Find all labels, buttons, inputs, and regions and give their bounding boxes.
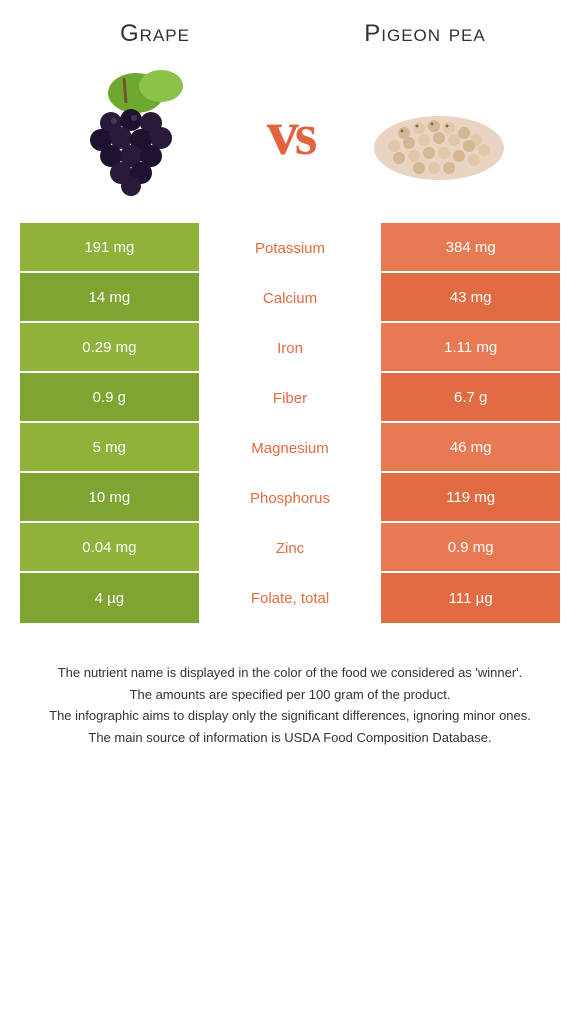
footer-notes: The nutrient name is displayed in the co…: [20, 663, 560, 747]
table-row: 0.04 mgZinc0.9 mg: [20, 523, 560, 573]
right-value: 43 mg: [379, 273, 560, 323]
nutrient-name: Iron: [201, 323, 380, 373]
table-row: 5 mgMagnesium46 mg: [20, 423, 560, 473]
vs-label: vs: [267, 96, 314, 170]
footer-line: The infographic aims to display only the…: [30, 706, 550, 726]
right-value: 6.7 g: [379, 373, 560, 423]
right-value: 119 mg: [379, 473, 560, 523]
nutrient-name: Fiber: [201, 373, 380, 423]
pigeon-pea-image: [361, 68, 516, 198]
footer-line: The amounts are specified per 100 gram o…: [30, 685, 550, 705]
nutrient-name: Potassium: [201, 223, 380, 273]
images-row: vs: [20, 68, 560, 198]
nutrient-name: Zinc: [201, 523, 380, 573]
table-row: 191 mgPotassium384 mg: [20, 223, 560, 273]
header: Grape Pigeon pea: [20, 20, 560, 48]
right-food-title: Pigeon pea: [290, 20, 560, 48]
nutrient-name: Phosphorus: [201, 473, 380, 523]
nutrient-name: Magnesium: [201, 423, 380, 473]
footer-line: The main source of information is USDA F…: [30, 728, 550, 748]
left-value: 5 mg: [20, 423, 201, 473]
right-value: 46 mg: [379, 423, 560, 473]
left-value: 0.04 mg: [20, 523, 201, 573]
left-value: 0.29 mg: [20, 323, 201, 373]
left-food-title: Grape: [20, 20, 290, 48]
left-value: 4 µg: [20, 573, 201, 623]
footer-line: The nutrient name is displayed in the co…: [30, 663, 550, 683]
grape-image: [64, 68, 219, 198]
nutrient-name: Folate, total: [201, 573, 380, 623]
right-value: 0.9 mg: [379, 523, 560, 573]
right-value: 1.11 mg: [379, 323, 560, 373]
nutrient-table: 191 mgPotassium384 mg14 mgCalcium43 mg0.…: [20, 223, 560, 623]
table-row: 0.29 mgIron1.11 mg: [20, 323, 560, 373]
right-value: 111 µg: [379, 573, 560, 623]
table-row: 10 mgPhosphorus119 mg: [20, 473, 560, 523]
left-value: 10 mg: [20, 473, 201, 523]
left-value: 191 mg: [20, 223, 201, 273]
left-value: 14 mg: [20, 273, 201, 323]
table-row: 4 µgFolate, total111 µg: [20, 573, 560, 623]
right-value: 384 mg: [379, 223, 560, 273]
table-row: 0.9 gFiber6.7 g: [20, 373, 560, 423]
nutrient-name: Calcium: [201, 273, 380, 323]
table-row: 14 mgCalcium43 mg: [20, 273, 560, 323]
left-value: 0.9 g: [20, 373, 201, 423]
